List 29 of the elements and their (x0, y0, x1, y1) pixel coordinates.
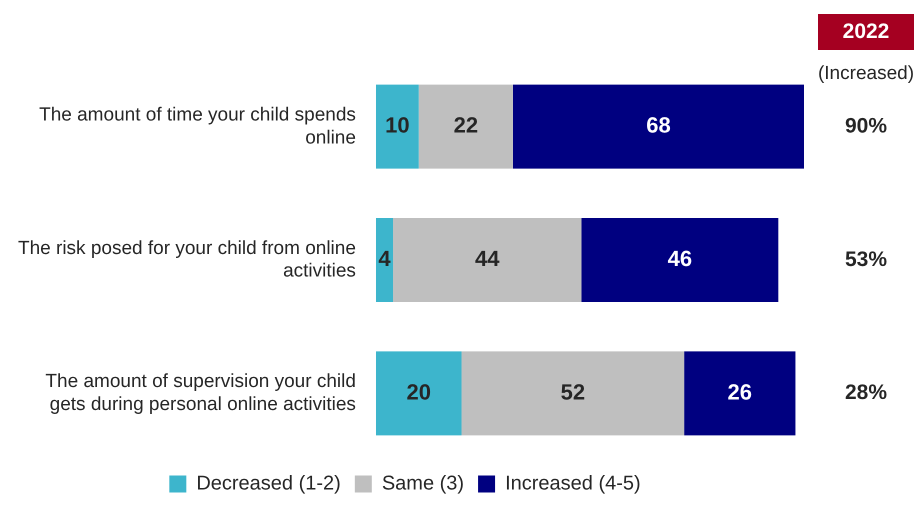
data-label: 46 (668, 246, 692, 272)
legend-label: Decreased (1-2) (196, 472, 341, 495)
bar (376, 84, 419, 169)
bar (581, 218, 778, 302)
text: 28% (844, 381, 888, 404)
data-label: 26 (728, 379, 752, 404)
data-label: 44 (474, 246, 500, 272)
legend-label: Increased (4-5) (505, 472, 641, 495)
data-label: 10 (385, 112, 410, 138)
data-label: 4 (378, 246, 392, 272)
y-tick-label: The amount of time your child spends online (39, 104, 356, 148)
text: 53% (844, 248, 888, 271)
data-label: 68 (646, 112, 671, 138)
data-label: 22 (454, 112, 478, 138)
data-label: 20 (406, 379, 431, 404)
bar (393, 218, 582, 302)
data-label: 52 (560, 379, 586, 404)
legend-label: Same (3) (382, 472, 464, 495)
text: 90% (844, 114, 888, 138)
bar (376, 218, 394, 302)
bar (512, 84, 804, 169)
y-tick-label: The risk posed for your child from online activities (18, 238, 356, 282)
y-tick-label: The amount of supervision your child gets during personal online activities (45, 371, 356, 415)
text: (Increased) (818, 63, 914, 84)
bar (684, 351, 796, 436)
bar (462, 351, 684, 436)
text: 2022 (842, 20, 890, 43)
bar (418, 84, 513, 169)
bar (376, 351, 462, 436)
